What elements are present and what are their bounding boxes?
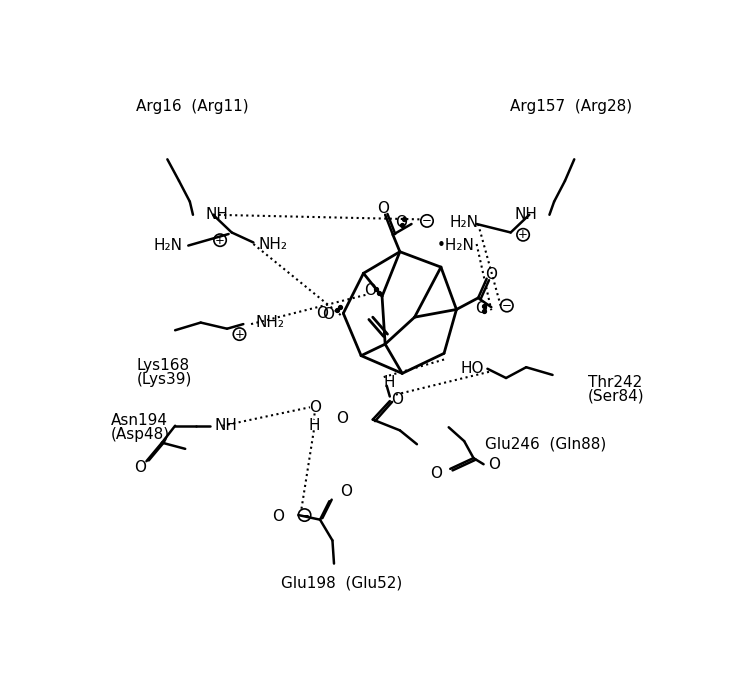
Text: O: O bbox=[488, 457, 500, 472]
Text: O: O bbox=[322, 307, 334, 322]
Text: H₂N: H₂N bbox=[153, 238, 182, 253]
Text: NH: NH bbox=[514, 207, 537, 222]
Text: O: O bbox=[430, 466, 442, 481]
Text: NH: NH bbox=[206, 207, 228, 222]
Text: −: − bbox=[422, 215, 432, 228]
Text: Asn194: Asn194 bbox=[111, 414, 168, 429]
Text: +: + bbox=[518, 228, 528, 241]
Text: +: + bbox=[235, 328, 244, 341]
Text: O: O bbox=[336, 410, 348, 425]
Text: Thr242: Thr242 bbox=[588, 375, 643, 390]
Text: O: O bbox=[134, 460, 146, 475]
Text: O: O bbox=[392, 392, 404, 407]
Text: H₂N: H₂N bbox=[449, 215, 478, 230]
Text: NH₂: NH₂ bbox=[258, 237, 287, 252]
Text: O: O bbox=[272, 509, 284, 524]
Text: NH₂: NH₂ bbox=[256, 315, 285, 330]
Text: Lys168: Lys168 bbox=[136, 358, 190, 373]
Text: O: O bbox=[485, 267, 497, 281]
Text: +: + bbox=[215, 234, 225, 247]
Text: Glu198  (Glu52): Glu198 (Glu52) bbox=[281, 576, 402, 591]
Text: O: O bbox=[475, 301, 487, 316]
Text: •H₂N: •H₂N bbox=[437, 238, 475, 253]
Text: H: H bbox=[308, 418, 320, 434]
Text: Glu246  (Gln88): Glu246 (Gln88) bbox=[485, 436, 606, 451]
Text: (Asp48): (Asp48) bbox=[111, 427, 170, 442]
Text: Arg157  (Arg28): Arg157 (Arg28) bbox=[510, 99, 632, 115]
Text: (Ser84): (Ser84) bbox=[588, 389, 645, 404]
Text: NH: NH bbox=[214, 418, 238, 434]
Text: −: − bbox=[299, 508, 310, 521]
Text: HO: HO bbox=[460, 362, 484, 376]
Text: O: O bbox=[394, 215, 406, 230]
Text: H: H bbox=[383, 375, 395, 390]
Text: O: O bbox=[316, 306, 328, 321]
Text: Arg16  (Arg11): Arg16 (Arg11) bbox=[136, 99, 249, 115]
Text: O: O bbox=[309, 400, 321, 415]
Text: (Lys39): (Lys39) bbox=[136, 372, 192, 387]
Text: O: O bbox=[340, 484, 352, 499]
Text: −: − bbox=[502, 299, 512, 312]
Text: O: O bbox=[377, 201, 389, 216]
Text: O: O bbox=[364, 283, 376, 298]
